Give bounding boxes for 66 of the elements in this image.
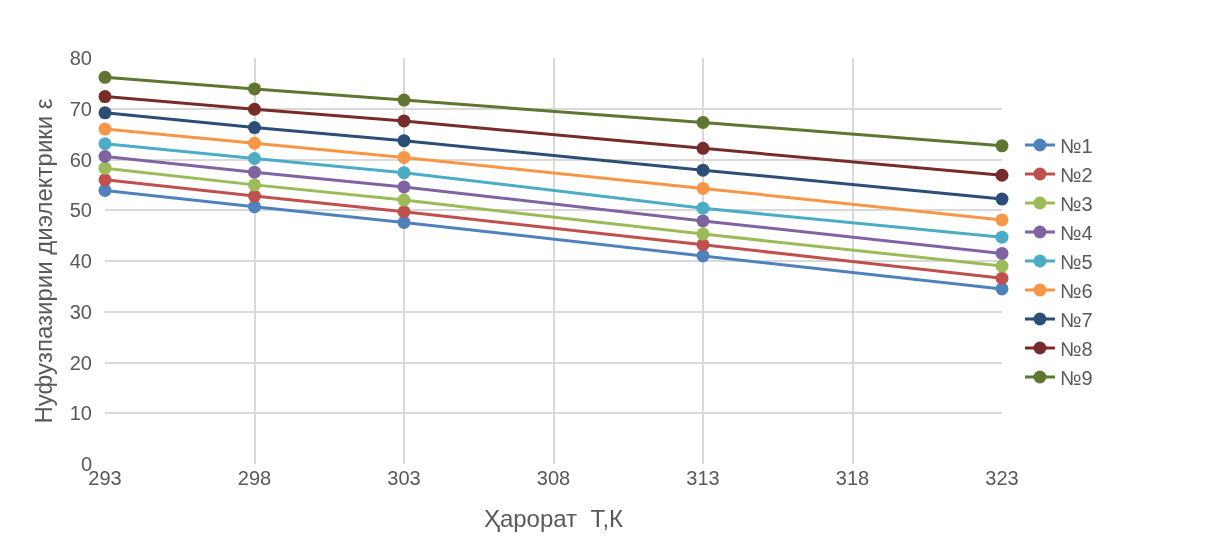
point — [995, 213, 1009, 227]
point — [98, 137, 112, 151]
legend-label: №2 — [1059, 163, 1093, 186]
x-tick-label: 318 — [835, 467, 870, 489]
legend-label: №8 — [1059, 337, 1093, 360]
legend-label: №4 — [1059, 221, 1093, 244]
point — [248, 136, 261, 150]
y-tick-label: 30 — [69, 300, 92, 323]
point — [397, 193, 411, 207]
point — [696, 201, 710, 215]
point — [995, 230, 1009, 244]
legend-label: №5 — [1059, 250, 1093, 273]
legend-label: №6 — [1059, 279, 1093, 302]
legend-label: №1 — [1059, 134, 1093, 157]
point — [995, 259, 1009, 273]
point — [397, 166, 411, 180]
point — [248, 121, 261, 135]
point — [995, 139, 1009, 153]
point — [98, 70, 112, 84]
point — [696, 227, 710, 241]
point — [248, 82, 261, 96]
legend-label: №7 — [1059, 308, 1093, 331]
point — [248, 165, 261, 179]
x-tick-label: 323 — [985, 467, 1019, 489]
point — [696, 238, 710, 252]
y-tick-label: 80 — [69, 47, 92, 69]
legend-label: №3 — [1059, 192, 1093, 215]
point — [696, 141, 710, 155]
point — [98, 106, 112, 120]
point — [696, 181, 710, 195]
x-axis-title: Ҳарорат Т,К — [483, 505, 624, 533]
y-tick-label: 20 — [69, 351, 92, 374]
x-tick-label: 303 — [387, 467, 421, 489]
point — [98, 161, 112, 175]
point — [397, 114, 411, 128]
point — [98, 149, 112, 163]
point — [696, 214, 710, 228]
y-tick-label: 70 — [69, 97, 92, 120]
point — [995, 246, 1009, 260]
point — [397, 180, 411, 194]
y-tick-label: 50 — [69, 199, 92, 222]
point — [248, 178, 261, 192]
x-tick-label: 313 — [686, 467, 720, 489]
point — [397, 134, 411, 148]
point — [248, 200, 261, 214]
x-tick-label: 308 — [536, 467, 571, 489]
point — [696, 115, 710, 129]
point — [995, 168, 1009, 182]
point — [248, 102, 261, 116]
y-axis-title: Нуфузпазирии диэлектрики ε — [29, 98, 57, 424]
point — [397, 150, 411, 164]
point — [995, 271, 1009, 285]
point — [995, 192, 1009, 206]
point — [98, 90, 112, 104]
y-tick-label: 60 — [69, 148, 92, 171]
point — [98, 173, 112, 187]
point — [397, 205, 411, 219]
point — [98, 122, 112, 136]
point — [248, 189, 261, 203]
point — [397, 93, 411, 107]
point — [248, 151, 261, 165]
y-tick-label: 10 — [69, 402, 92, 425]
y-tick-label: 40 — [69, 250, 92, 272]
x-tick-label: 298 — [237, 467, 272, 489]
point — [696, 163, 710, 177]
legend-label: №9 — [1059, 366, 1093, 389]
